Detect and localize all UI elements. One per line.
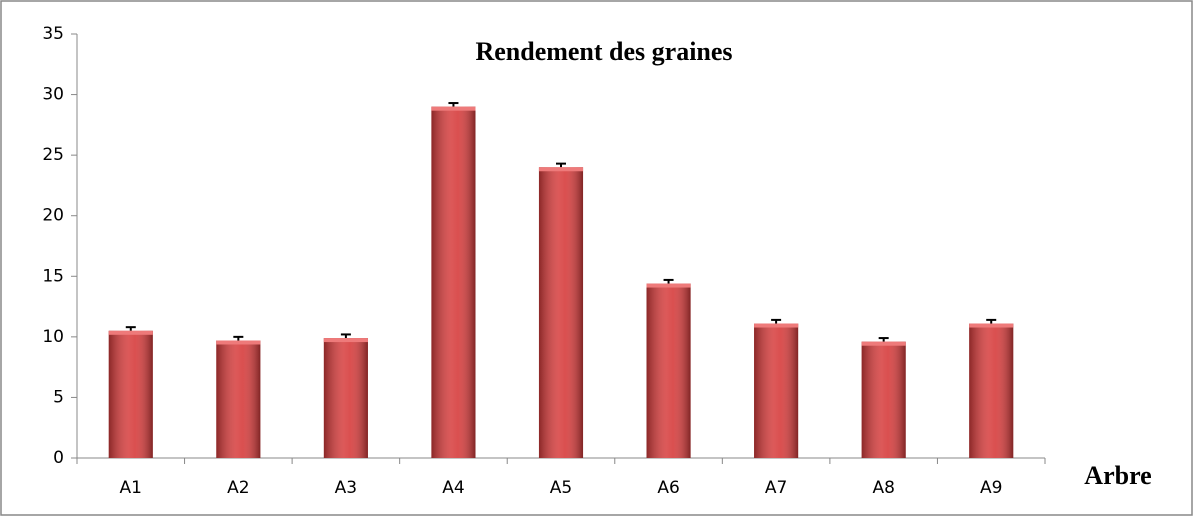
bar-shade	[323, 338, 368, 458]
x-tick-label: A6	[657, 478, 679, 498]
y-tick-label: 25	[42, 145, 64, 165]
y-tick-label: 30	[42, 85, 64, 105]
bar-shade	[538, 167, 584, 458]
y-tick-label: 15	[42, 266, 64, 286]
x-axis-label: Arbre	[1084, 461, 1151, 490]
y-tick-label: 35	[42, 24, 64, 44]
bar-shade	[754, 323, 799, 458]
bar-shade	[969, 323, 1014, 458]
x-tick-label: A8	[872, 478, 894, 498]
bar-cap	[108, 330, 153, 335]
bar-cap	[754, 323, 799, 328]
chart-title: Rendement des graines	[475, 37, 732, 66]
y-tick-label: 10	[42, 327, 64, 347]
bar-cap	[323, 338, 368, 343]
bar-cap	[646, 283, 691, 288]
bar-cap	[538, 167, 584, 172]
bar-cap	[431, 106, 476, 111]
bar-cap	[969, 323, 1014, 328]
y-tick-label: 5	[53, 387, 64, 407]
x-tick-label: A5	[550, 478, 572, 498]
bar-shade	[646, 283, 691, 458]
x-tick-label: A7	[765, 478, 787, 498]
x-tick-label: A4	[442, 478, 464, 498]
bar-shade	[216, 340, 261, 458]
x-tick-label: A2	[227, 478, 249, 498]
bar-shade	[861, 341, 906, 458]
x-tick-label: A3	[335, 478, 357, 498]
x-tick-label: A1	[120, 478, 142, 498]
bar-cap	[216, 340, 261, 345]
bar-shade	[431, 106, 476, 458]
bar-cap	[861, 341, 906, 346]
y-tick-label: 20	[42, 206, 64, 226]
x-tick-label: A9	[980, 478, 1002, 498]
y-tick-label: 0	[53, 448, 64, 468]
bar-shade	[108, 330, 153, 458]
